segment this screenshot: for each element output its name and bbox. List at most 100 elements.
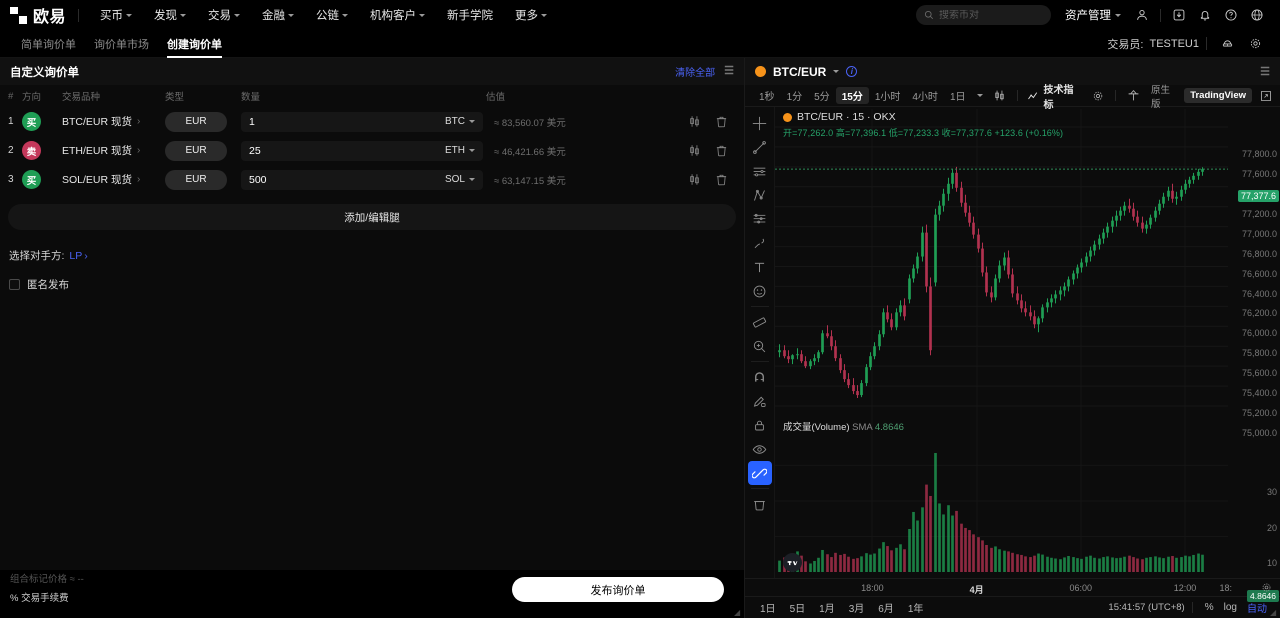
help-icon[interactable]	[1218, 2, 1244, 28]
unit-selector[interactable]: BTC	[445, 116, 475, 127]
snapshot-icon[interactable]	[1122, 89, 1145, 102]
delete-row-icon[interactable]	[715, 173, 728, 186]
user-icon[interactable]	[1129, 2, 1155, 28]
chevron-down-icon[interactable]	[833, 70, 840, 73]
eye-hide-icon[interactable]	[748, 437, 772, 461]
direction-cell[interactable]: 买	[22, 112, 62, 131]
tab-rfq-market[interactable]: 询价单市场	[94, 38, 149, 51]
indicators-button[interactable]: 技术指标	[1023, 81, 1086, 111]
clear-all-link[interactable]: 清除全部	[675, 68, 716, 79]
quantity-input[interactable]	[249, 173, 445, 186]
instrument-selector[interactable]: SOL/EUR 现货 ›	[62, 172, 165, 187]
view-tradingview[interactable]: TradingView	[1184, 88, 1252, 103]
nav-item-trade[interactable]: 交易	[197, 0, 251, 30]
anonymous-checkbox[interactable]	[9, 279, 20, 290]
trend-line-icon[interactable]	[748, 135, 772, 159]
candlestick-icon[interactable]	[688, 144, 701, 157]
price-tick: 76,600.0	[1241, 268, 1277, 279]
chevron-down-icon[interactable]	[972, 94, 988, 97]
download-icon[interactable]	[1166, 2, 1192, 28]
range-5d[interactable]: 5日	[789, 604, 806, 615]
nav-item-buy-crypto[interactable]: 买币	[89, 0, 143, 30]
chart-plot-area[interactable]: BTC/EUR · 15 · OKX 开=77,262.0 高=77,396.1…	[775, 107, 1228, 578]
helmet-icon[interactable]	[1214, 31, 1240, 57]
lock-icon[interactable]	[748, 413, 772, 437]
direction-cell[interactable]: 买	[22, 170, 62, 189]
nav-item-more[interactable]: 更多	[504, 0, 558, 30]
gear-icon[interactable]	[1242, 31, 1268, 57]
horizontal-lines-icon[interactable]	[748, 159, 772, 183]
delete-row-icon[interactable]	[715, 144, 728, 157]
trash-icon[interactable]	[748, 492, 772, 516]
search-input[interactable]	[939, 9, 1043, 21]
timeframe-5m[interactable]: 5分	[814, 92, 830, 103]
timeframe-4h[interactable]: 4小时	[912, 92, 938, 103]
range-1y[interactable]: 1年	[907, 604, 924, 615]
type-pill[interactable]: EUR	[165, 169, 227, 190]
timeframe-15m[interactable]: 15分	[835, 87, 869, 104]
unit-selector[interactable]: SOL	[445, 174, 475, 185]
instrument-selector[interactable]: ETH/EUR 现货 ›	[62, 143, 165, 158]
quantity-input[interactable]	[249, 115, 445, 128]
pencil-lock-icon[interactable]	[748, 389, 772, 413]
tab-create-rfq[interactable]: 创建询价单	[158, 30, 231, 58]
chart-menu-icon[interactable]: ☰	[1260, 66, 1270, 78]
fib-retracement-icon[interactable]	[748, 207, 772, 231]
crosshair-icon[interactable]	[748, 111, 772, 135]
publish-rfq-button[interactable]: 发布询价单	[512, 577, 724, 602]
tab-simple-rfq[interactable]: 简单询价单	[21, 38, 76, 51]
delete-row-icon[interactable]	[715, 115, 728, 128]
nav-item-finance[interactable]: 金融	[251, 0, 305, 30]
magnet-icon[interactable]	[748, 365, 772, 389]
unit-selector[interactable]: ETH	[445, 145, 475, 156]
instrument-selector[interactable]: BTC/EUR 现货 ›	[62, 114, 165, 129]
range-3m[interactable]: 3月	[848, 604, 865, 615]
emoji-icon[interactable]	[748, 279, 772, 303]
range-1m[interactable]: 1月	[819, 604, 835, 615]
log-scale-button[interactable]: log	[1223, 602, 1237, 613]
asset-management-menu[interactable]: 资产管理	[1065, 7, 1121, 23]
range-6m[interactable]: 6月	[878, 604, 894, 615]
candlestick-icon[interactable]	[688, 115, 701, 128]
quantity-input[interactable]	[249, 144, 445, 157]
gear-icon[interactable]	[1087, 90, 1109, 102]
type-pill[interactable]: EUR	[165, 140, 227, 161]
bell-icon[interactable]	[1192, 2, 1218, 28]
axis-settings-icon[interactable]	[1261, 582, 1272, 593]
nav-item-institutional[interactable]: 机构客户	[359, 0, 436, 30]
price-axis[interactable]: 77,800.077,600.077,400.077,200.077,000.0…	[1228, 107, 1280, 602]
direction-cell[interactable]: 卖	[22, 141, 62, 160]
nav-item-discover[interactable]: 发现	[143, 0, 197, 30]
timeframe-1d[interactable]: 1日	[949, 92, 966, 103]
measure-icon[interactable]	[748, 310, 772, 334]
timeframe-1s[interactable]: 1秒	[759, 92, 775, 103]
candlestick-type-icon[interactable]	[988, 89, 1011, 102]
anonymous-publish-row[interactable]: 匿名发布	[9, 277, 744, 292]
nav-item-chain[interactable]: 公链	[305, 0, 359, 30]
expand-icon[interactable]	[1260, 90, 1272, 102]
resize-handle[interactable]: ◢	[734, 608, 741, 617]
timeframe-1m[interactable]: 1分	[786, 92, 803, 103]
auto-scale-button[interactable]: 自动	[1247, 604, 1267, 615]
okx-logo[interactable]: 欧易	[10, 3, 66, 27]
pitchfork-icon[interactable]	[748, 183, 772, 207]
timeframe-1h[interactable]: 1小时	[874, 92, 901, 103]
globe-icon[interactable]	[1244, 2, 1270, 28]
range-1d[interactable]: 1日	[760, 604, 776, 615]
text-icon[interactable]	[748, 255, 772, 279]
zoom-icon[interactable]	[748, 334, 772, 358]
link-icon[interactable]	[747, 461, 772, 485]
time-axis[interactable]: 18:00 4月 06:00 12:00 18:	[745, 578, 1280, 596]
candlestick-icon[interactable]	[688, 173, 701, 186]
nav-item-academy[interactable]: 新手学院	[447, 10, 494, 22]
panel-menu-icon[interactable]: ☰	[724, 65, 734, 77]
counterparty-value[interactable]: LP ›	[69, 249, 88, 262]
type-pill[interactable]: EUR	[165, 111, 227, 132]
add-edit-leg-button[interactable]: 添加/编辑腿	[8, 204, 736, 230]
percent-scale-button[interactable]: %	[1204, 602, 1214, 613]
view-native[interactable]: 原生版	[1150, 84, 1170, 110]
brush-icon[interactable]	[748, 231, 772, 255]
resize-handle[interactable]: ◢	[1270, 608, 1277, 617]
search-box[interactable]	[916, 5, 1051, 25]
info-icon[interactable]: i	[846, 66, 858, 77]
